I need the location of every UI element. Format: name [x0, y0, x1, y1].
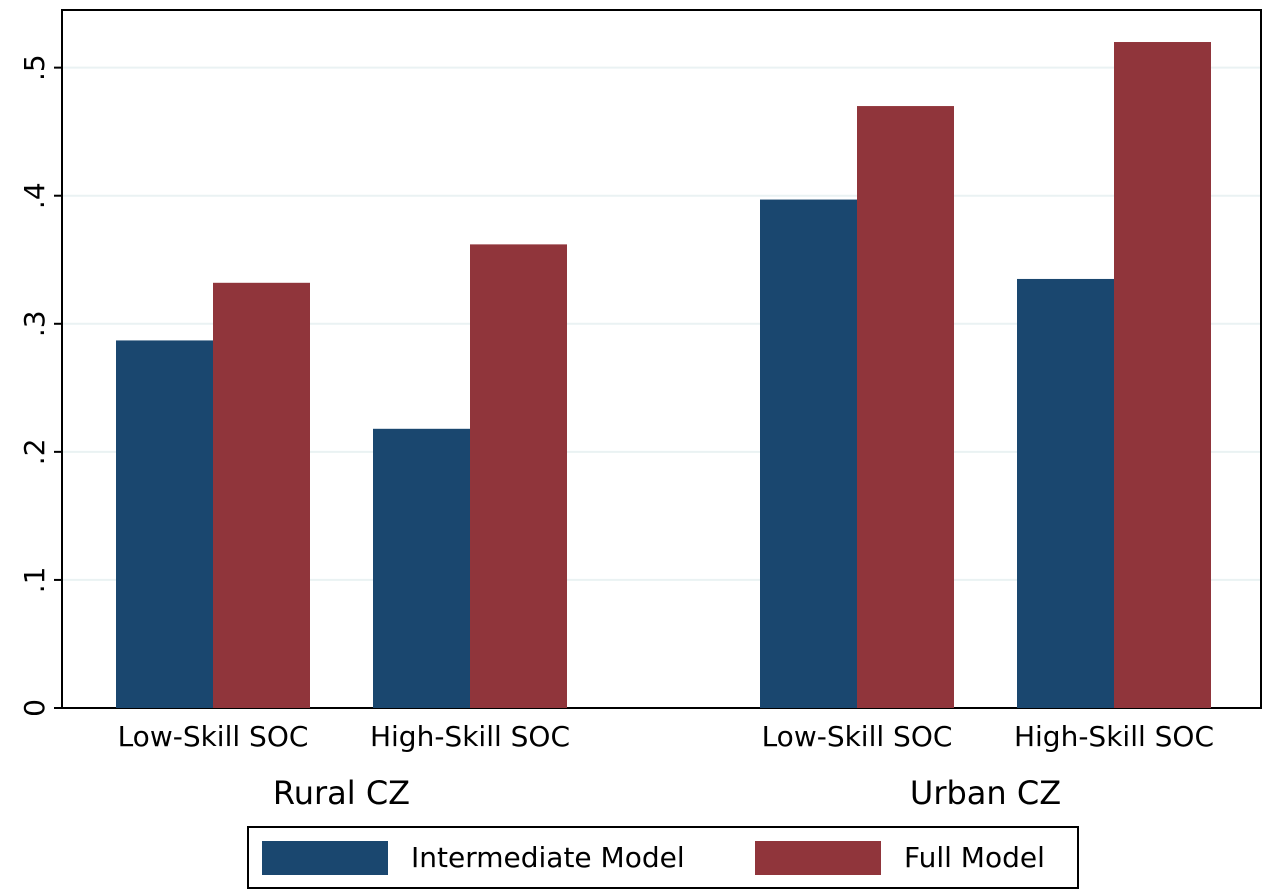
bar — [857, 106, 954, 708]
y-tick-label: .3 — [18, 310, 51, 337]
plot-frame — [61, 9, 1262, 709]
legend-label: Full Model — [904, 841, 1045, 874]
bar — [1114, 42, 1211, 708]
x-tick-label: Low-Skill SOC — [762, 720, 953, 753]
legend-swatch — [755, 841, 881, 875]
bar — [116, 340, 213, 708]
y-tick-label: .1 — [18, 567, 51, 594]
bar — [373, 428, 470, 708]
legend-label: Intermediate Model — [411, 841, 685, 874]
bar — [1017, 278, 1114, 708]
bar — [760, 199, 857, 708]
y-tick-label: .2 — [18, 438, 51, 465]
legend-swatch — [262, 841, 388, 875]
y-tick-label: .5 — [18, 54, 51, 81]
x-tick-label: High-Skill SOC — [1014, 720, 1214, 753]
x-tick-label: Low-Skill SOC — [118, 720, 309, 753]
bar — [213, 282, 310, 708]
bar — [470, 244, 567, 708]
group-label: Urban CZ — [910, 774, 1061, 812]
y-tick-label: .4 — [18, 182, 51, 209]
group-label: Rural CZ — [273, 774, 410, 812]
x-tick-label: High-Skill SOC — [370, 720, 570, 753]
y-tick-label: 0 — [18, 699, 51, 717]
